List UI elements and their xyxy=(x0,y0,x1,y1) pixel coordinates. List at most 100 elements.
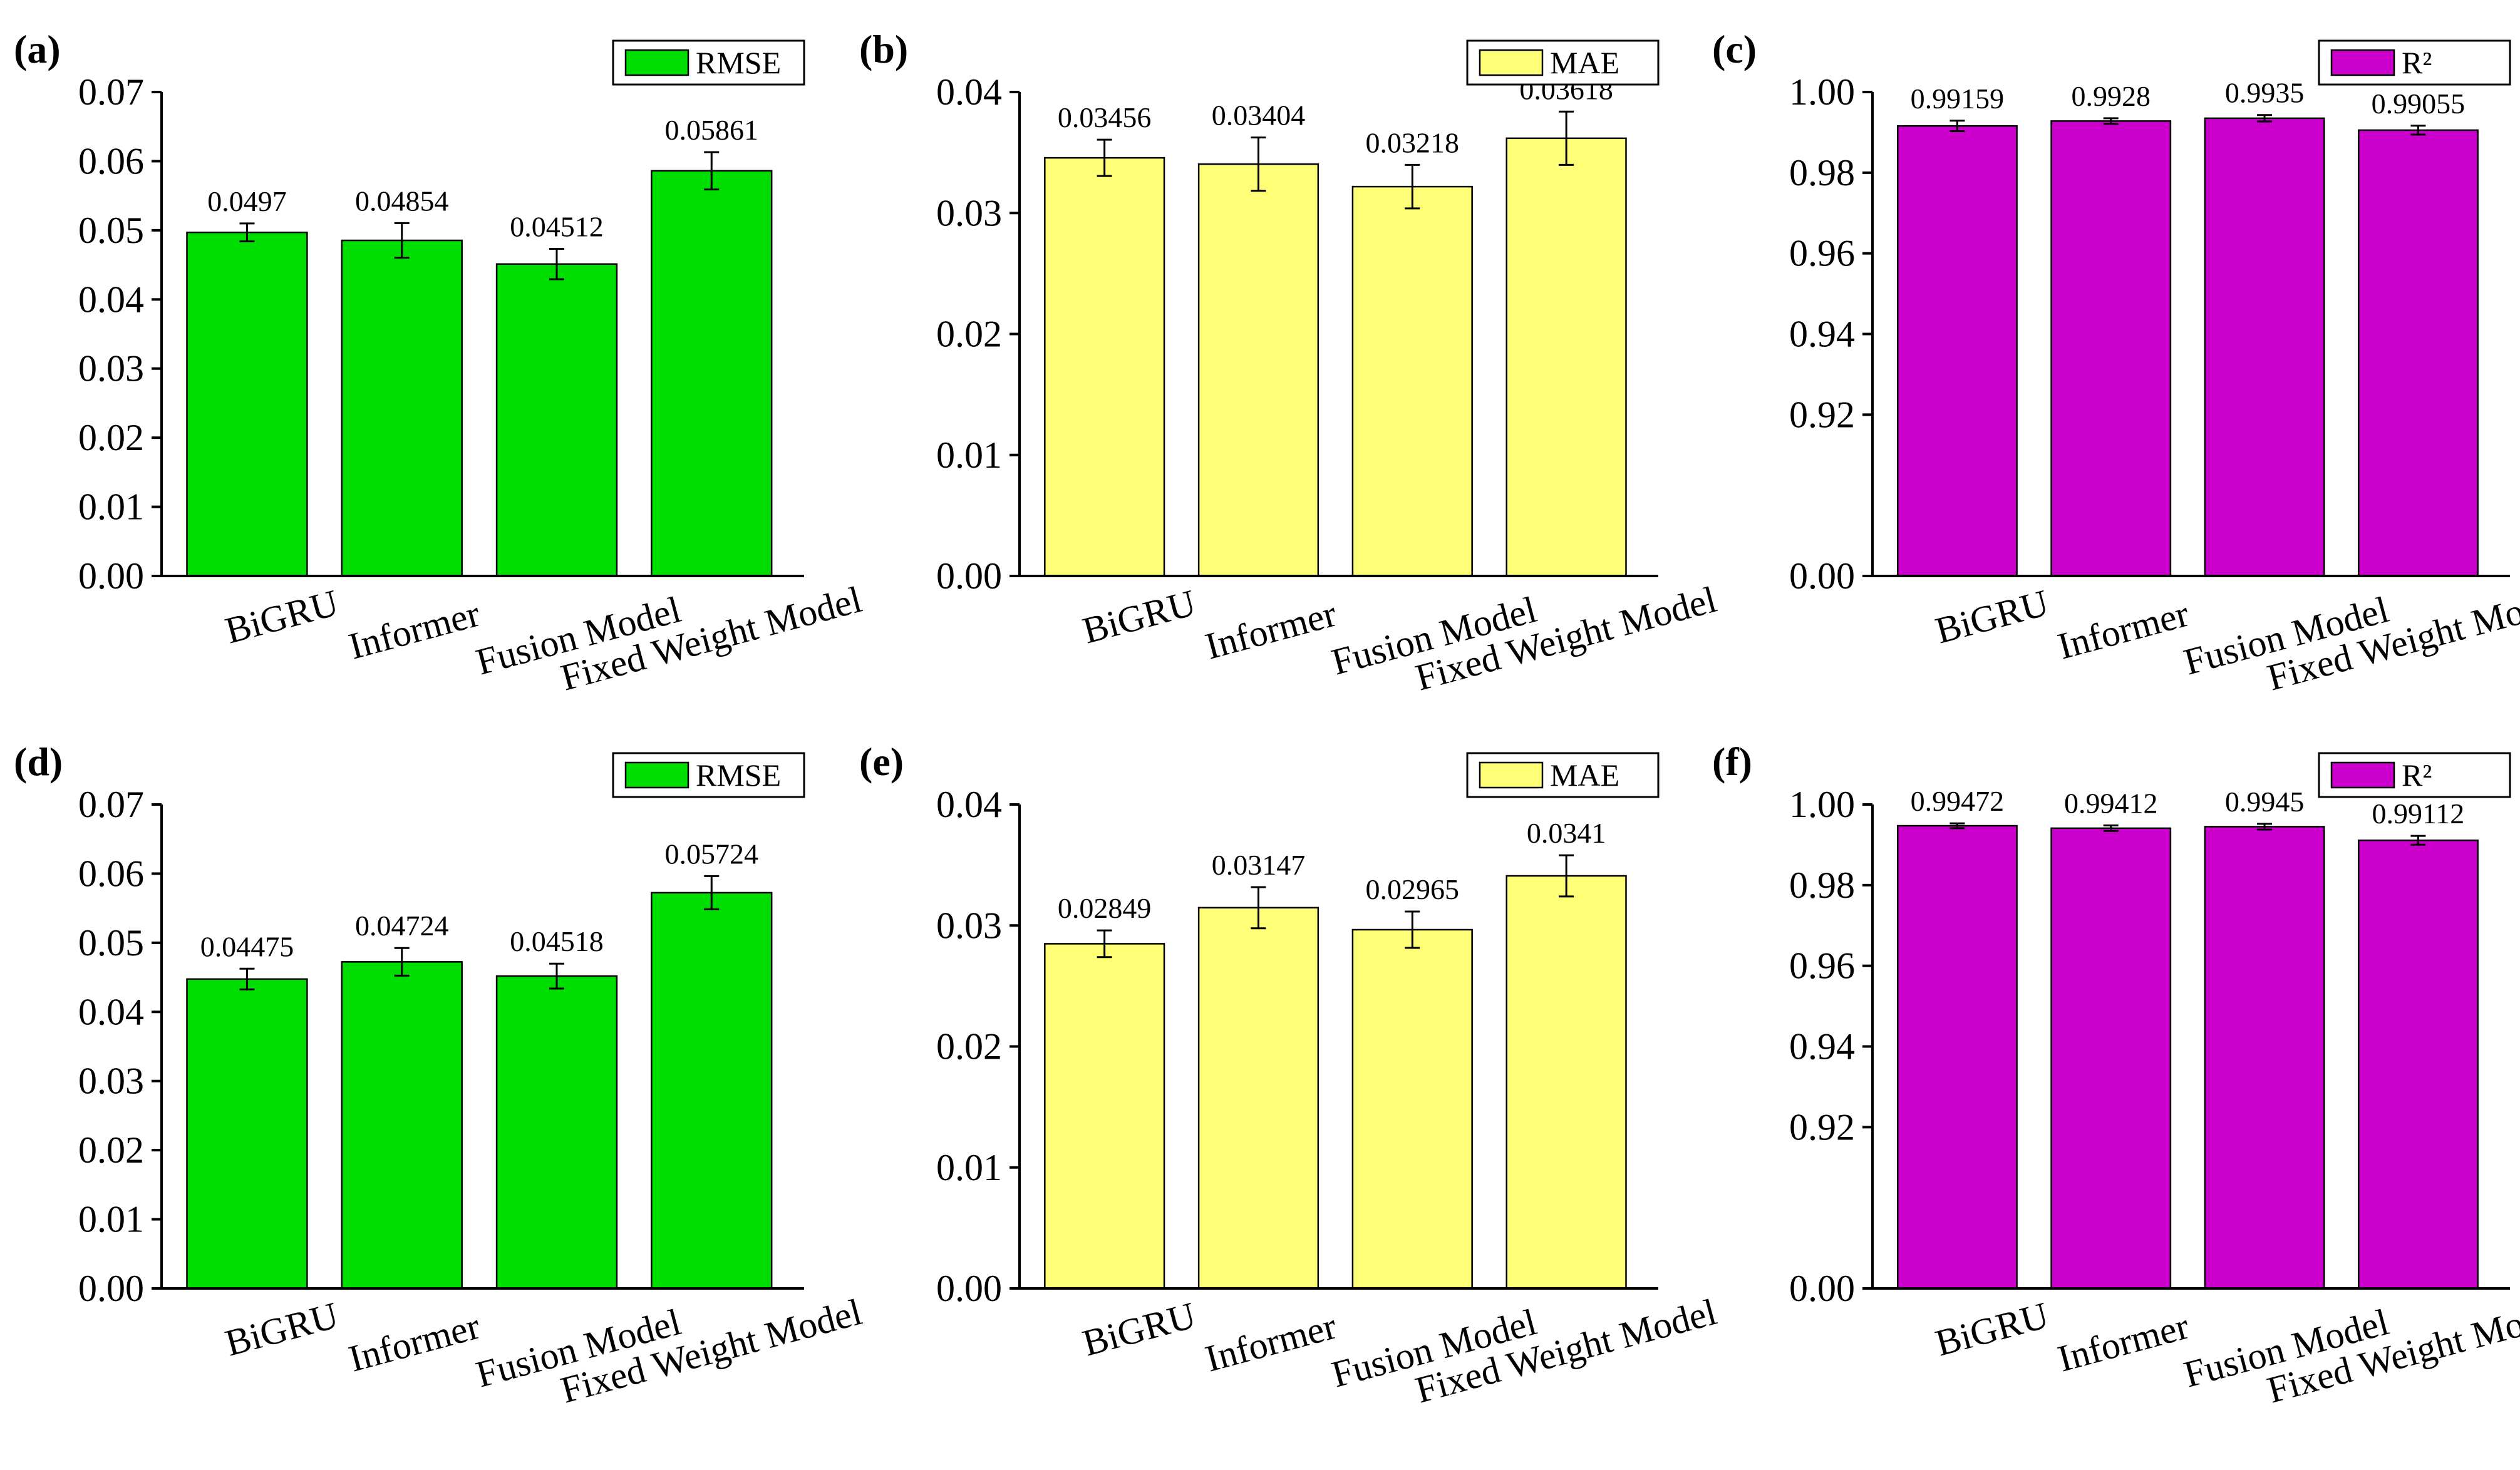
legend-swatch xyxy=(624,761,689,789)
y-tick-label: 0.03 xyxy=(78,348,144,389)
y-tick-label: 0.02 xyxy=(936,1026,1002,1067)
bar-bigru xyxy=(186,231,308,577)
data-label: 0.9928 xyxy=(2071,80,2151,112)
bar-fusion-model xyxy=(1351,928,1473,1290)
category-label: BiGRU xyxy=(1931,1294,2053,1364)
y-tick-label: 0.94 xyxy=(1789,1026,1855,1067)
data-label: 0.03456 xyxy=(1058,101,1152,133)
legend-label: R² xyxy=(2402,45,2432,80)
y-tick-label: 0.00 xyxy=(78,1268,144,1309)
category-label: BiGRU xyxy=(1078,582,1200,651)
y-tick-label: 0.00 xyxy=(936,555,1002,597)
bar-bigru xyxy=(1044,157,1165,577)
bar-bigru xyxy=(1896,825,2018,1290)
bar-informer xyxy=(341,239,463,577)
bar-bigru xyxy=(186,978,308,1290)
data-label: 0.9945 xyxy=(2225,786,2305,818)
category-label: Informer xyxy=(2053,593,2193,667)
y-tick-label: 0.03 xyxy=(78,1061,144,1102)
data-label: 0.99112 xyxy=(2372,798,2465,830)
y-tick-label: 0.92 xyxy=(1789,1106,1855,1148)
y-tick-label: 0.04 xyxy=(936,71,1002,113)
y-tick-label: 0.00 xyxy=(936,1268,1002,1309)
y-tick-label: 0.98 xyxy=(1789,865,1855,906)
category-label: Informer xyxy=(2053,1305,2193,1380)
data-label: 0.02849 xyxy=(1058,892,1152,924)
bar-fusion-model xyxy=(2204,117,2325,577)
y-tick-label: 0.02 xyxy=(78,1129,144,1171)
y-tick-label: 0.06 xyxy=(78,140,144,182)
data-label: 0.05724 xyxy=(665,838,759,870)
data-label: 0.99412 xyxy=(2064,787,2158,819)
y-tick-label: 0.05 xyxy=(78,922,144,964)
y-tick-label: 0.07 xyxy=(78,784,144,825)
chart-panel-6: (f)0.99472BiGRU0.99412Informer0.9945Fusi… xyxy=(1712,739,2520,1411)
legend-swatch xyxy=(1479,49,1544,76)
y-tick-label: 0.01 xyxy=(936,1147,1002,1188)
bar-fixed-weight-model xyxy=(651,892,773,1290)
data-label: 0.03218 xyxy=(1366,126,1460,158)
legend-label: RMSE xyxy=(696,758,781,793)
y-tick-label: 0.01 xyxy=(936,434,1002,476)
category-label: BiGRU xyxy=(1078,1294,1200,1364)
chart-panel-3: (c)0.99159BiGRU0.9928Informer0.9935Fusio… xyxy=(1712,27,2520,699)
bar-fixed-weight-model xyxy=(2357,839,2479,1290)
category-label: Informer xyxy=(344,1305,484,1380)
bar-fusion-model xyxy=(495,975,618,1290)
y-tick-label: 0.01 xyxy=(78,1199,144,1240)
data-label: 0.04724 xyxy=(355,910,449,942)
category-label: Informer xyxy=(1201,593,1341,667)
y-tick-label: 0.03 xyxy=(936,192,1002,234)
data-label: 0.05861 xyxy=(665,114,759,146)
y-tick-label: 0.02 xyxy=(936,314,1002,355)
data-label: 0.99055 xyxy=(2372,88,2466,120)
data-label: 0.04512 xyxy=(510,210,604,242)
y-tick-label: 0.05 xyxy=(78,210,144,251)
chart-panel-2: (b)0.03456BiGRU0.03404Informer0.03218Fus… xyxy=(859,27,1721,699)
bar-informer xyxy=(341,961,463,1290)
chart-panel-4: (d)0.04475BiGRU0.04724Informer0.04518Fus… xyxy=(14,739,866,1411)
y-tick-label: 0.01 xyxy=(78,486,144,528)
legend-swatch xyxy=(2330,49,2395,76)
data-label: 0.99472 xyxy=(1911,785,2005,817)
data-label: 0.03147 xyxy=(1212,849,1306,881)
legend-swatch xyxy=(2330,761,2395,789)
y-tick-label: 0.92 xyxy=(1789,394,1855,435)
bar-fusion-model xyxy=(495,263,618,577)
category-label: BiGRU xyxy=(221,582,343,651)
data-label: 0.0341 xyxy=(1527,817,1606,849)
y-tick-label: 0.06 xyxy=(78,853,144,894)
data-label: 0.9935 xyxy=(2225,77,2305,109)
bar-informer xyxy=(1197,163,1319,577)
panel-label: (f) xyxy=(1712,739,1752,784)
y-tick-label: 0.00 xyxy=(78,555,144,597)
legend-swatch xyxy=(1479,761,1544,789)
legend-swatch xyxy=(624,49,689,76)
panel-label: (b) xyxy=(859,27,908,71)
category-label: Informer xyxy=(1201,1305,1341,1380)
y-tick-label: 0.98 xyxy=(1789,152,1855,193)
data-label: 0.99159 xyxy=(1911,83,2005,115)
data-label: 0.04854 xyxy=(355,185,449,217)
legend-label: RMSE xyxy=(696,45,781,80)
legend-label: MAE xyxy=(1550,758,1619,793)
bar-fixed-weight-model xyxy=(1505,875,1627,1290)
bar-fixed-weight-model xyxy=(651,170,773,577)
y-tick-label: 0.04 xyxy=(78,991,144,1032)
bar-bigru xyxy=(1896,125,2018,577)
y-tick-label: 0.94 xyxy=(1789,314,1855,355)
bar-fixed-weight-model xyxy=(1505,137,1627,577)
bar-informer xyxy=(1197,907,1319,1290)
bar-informer xyxy=(2050,827,2172,1290)
data-label: 0.04518 xyxy=(510,925,604,957)
category-label: BiGRU xyxy=(1931,582,2053,651)
chart-panel-5: (e)0.02849BiGRU0.03147Informer0.02965Fus… xyxy=(859,739,1721,1411)
bar-informer xyxy=(2050,120,2172,577)
data-label: 0.02965 xyxy=(1366,873,1460,905)
y-tick-label: 0.96 xyxy=(1789,233,1855,274)
y-tick-label: 0.04 xyxy=(78,279,144,320)
y-tick-label: 0.00 xyxy=(1789,1268,1855,1309)
category-label: BiGRU xyxy=(221,1294,343,1364)
y-tick-label: 0.96 xyxy=(1789,945,1855,987)
